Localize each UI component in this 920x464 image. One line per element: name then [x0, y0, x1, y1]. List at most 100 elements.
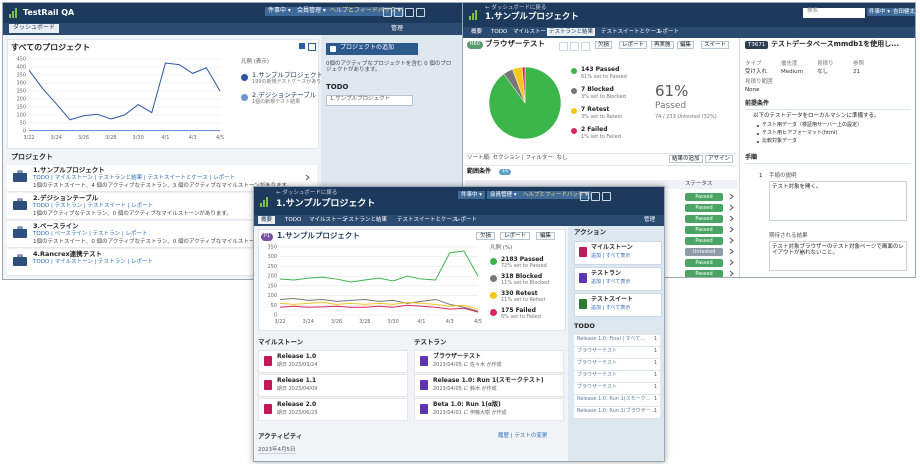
run-button[interactable]: レポート [619, 41, 648, 50]
menu-button[interactable]: 件事中 ▾ [265, 7, 294, 16]
action-links[interactable]: 追加 | すべて表示 [591, 279, 631, 285]
activity-links[interactable]: 履歴 | テストの変更 [498, 433, 548, 439]
run-button[interactable]: 欠損 [595, 41, 613, 50]
project-links[interactable]: TODO | テストラン | テストスイート | レポート [33, 203, 154, 209]
menu-button[interactable]: 件事中 ▾ [458, 191, 486, 200]
todo-count: 1 [653, 372, 657, 378]
action-links[interactable]: 追加 | すべて表示 [591, 253, 631, 259]
menu-button[interactable]: 吉田健太 ▾ [891, 8, 915, 17]
menu-button[interactable]: ヘルプとフィードバック ▾ [520, 191, 591, 200]
project-links[interactable]: TODO | マイルストーン | テストランと結果 | テストスイートとケース … [33, 175, 236, 181]
run-button[interactable]: 編集 [677, 41, 695, 50]
status-pill[interactable]: Passed [685, 193, 723, 201]
header-icon[interactable] [383, 8, 392, 17]
field-value: Medium [781, 69, 803, 75]
status-title: 143 Passed [581, 66, 620, 73]
filter-button[interactable]: 結果の追加 [669, 155, 703, 164]
header-icon[interactable] [405, 8, 414, 17]
header-icon[interactable] [570, 42, 579, 51]
header-icon[interactable] [581, 42, 590, 51]
status-pill[interactable]: Passed [685, 259, 723, 267]
back-link[interactable]: ← ダッシュボードに戻る [485, 5, 547, 11]
menu-button[interactable]: 会員管理 ▾ [294, 7, 329, 16]
project-name[interactable]: 3.ベースライン [33, 222, 79, 230]
admin-link[interactable]: 管理 [644, 217, 656, 223]
item-name[interactable]: Release 1.1 [277, 377, 317, 384]
nav-tab[interactable]: レポート [455, 217, 478, 223]
back-link[interactable]: ← ダッシュボードに戻る [276, 190, 338, 196]
nav-tab[interactable]: マイルストーン [513, 29, 552, 35]
app-name: TestRail QA [23, 8, 75, 17]
status-pill[interactable]: Passed [685, 204, 723, 212]
status-title: 7 Retest [581, 106, 610, 113]
todo-item[interactable]: ブラウザーテスト 1 [574, 359, 660, 371]
status-pill[interactable]: Passed [685, 237, 723, 245]
todo-select[interactable]: 1.サンプルプロジェクト [326, 95, 413, 106]
status-sub: 11% set to Retest [501, 297, 546, 303]
project-name[interactable]: 2.デジションテーブル [33, 194, 99, 202]
add-project-button[interactable]: プロジェクトの追加 [326, 43, 418, 55]
header-icon[interactable] [394, 8, 403, 17]
nav-tab[interactable]: レポート [657, 29, 680, 35]
nav-tab[interactable]: 概要 [258, 216, 276, 225]
header-icon[interactable] [591, 192, 600, 201]
legend-name: 1.サンプルプロジェクト [252, 71, 324, 79]
card-button[interactable]: 編集 [536, 232, 556, 241]
pie-slice [521, 66, 526, 104]
project-links[interactable]: TODO | マイルストーン | テストラン | レポート [33, 259, 154, 265]
status-pill[interactable]: Passed [685, 215, 723, 223]
nav-tab[interactable]: テストスイートとケース [397, 217, 458, 223]
menu-button[interactable]: ヘルプとフィードバック ▾ [327, 7, 404, 16]
status-pill[interactable]: Passed [685, 270, 723, 277]
logo-bar [12, 11, 14, 18]
action-links[interactable]: 追加 | すべて表示 [591, 305, 631, 311]
todo-item[interactable]: Release 1.0: Run 1(スモーク... 1 [574, 395, 660, 407]
filter-text[interactable]: ソート順: セクション | フィルター: なし [467, 155, 568, 161]
header-icon[interactable] [602, 192, 611, 201]
header-icon[interactable] [580, 192, 589, 201]
nav-tab[interactable]: 概要 [471, 29, 483, 35]
view-icon[interactable] [308, 43, 316, 51]
todo-item[interactable]: Release 1.0: Final | すべて... 1 [574, 335, 660, 347]
todo-item[interactable]: ブラウザーテスト 1 [574, 347, 660, 359]
legend-detail: 1個の新規テスト結果 [252, 99, 301, 105]
nav-tab[interactable]: ダッシュボード [9, 24, 60, 33]
run-button[interactable]: 再実施 [651, 41, 674, 50]
status-pill[interactable]: Untested [685, 248, 723, 256]
project-name[interactable]: 4.Rancrex連携テスト [33, 250, 103, 258]
menu-button[interactable]: 会員管理 ▾ [487, 191, 520, 200]
nav-tab[interactable]: テストスイートとケース [601, 29, 662, 35]
nav-tab[interactable]: TODO [491, 29, 508, 35]
item-name[interactable]: ブラウザーテスト [433, 353, 482, 360]
header-icon[interactable] [416, 8, 425, 17]
status-title: 175 Failed [501, 307, 536, 314]
briefcase-body [13, 257, 27, 266]
item-name[interactable]: Release 2.0 [277, 401, 317, 408]
nav-tab[interactable]: テストランと結果 [343, 217, 388, 223]
menu-button[interactable]: 件事中 ▾ [867, 8, 893, 17]
nav-tab[interactable]: マイルストーン [309, 217, 348, 223]
y-tick-label: 100 [16, 113, 26, 119]
card-button[interactable]: レポート [500, 232, 531, 241]
project-links[interactable]: TODO | ベースライン | テストラン | レポート [33, 231, 148, 237]
admin-link[interactable]: 管理 [391, 25, 404, 32]
todo-item[interactable]: Release 1.0: Run 1(ブラウザー... 1 [574, 407, 660, 419]
todo-item[interactable]: ブラウザーテスト 1 [574, 371, 660, 383]
chevron-line [729, 226, 734, 233]
todo-item[interactable]: ブラウザーテスト 1 [574, 383, 660, 395]
filter-button[interactable]: アサイン [705, 155, 734, 164]
nav-tab[interactable]: テストランと結果 [547, 28, 596, 37]
line-chart: 0 50 100 150 200 250 300 350 3/22 3/24 3/26 3/28 3/3… [267, 245, 482, 326]
item-name[interactable]: Release 1.0 [277, 353, 317, 360]
search-box[interactable]: 検索 [803, 8, 865, 18]
run-button[interactable]: スイート [701, 41, 730, 50]
view-icon[interactable] [299, 43, 305, 49]
briefcase-icon [13, 170, 27, 182]
nav-tab[interactable]: TODO [285, 217, 302, 223]
status-pill[interactable]: Passed [685, 226, 723, 234]
card-button[interactable]: 欠損 [476, 232, 496, 241]
header-icon[interactable] [559, 42, 568, 51]
item-name[interactable]: Release 1.0: Run 1(スモークテスト) [433, 377, 544, 384]
item-name[interactable]: Beta 1.0: Run 1(α版) [433, 401, 501, 408]
project-name[interactable]: 1.サンプルプロジェクト [33, 166, 105, 174]
